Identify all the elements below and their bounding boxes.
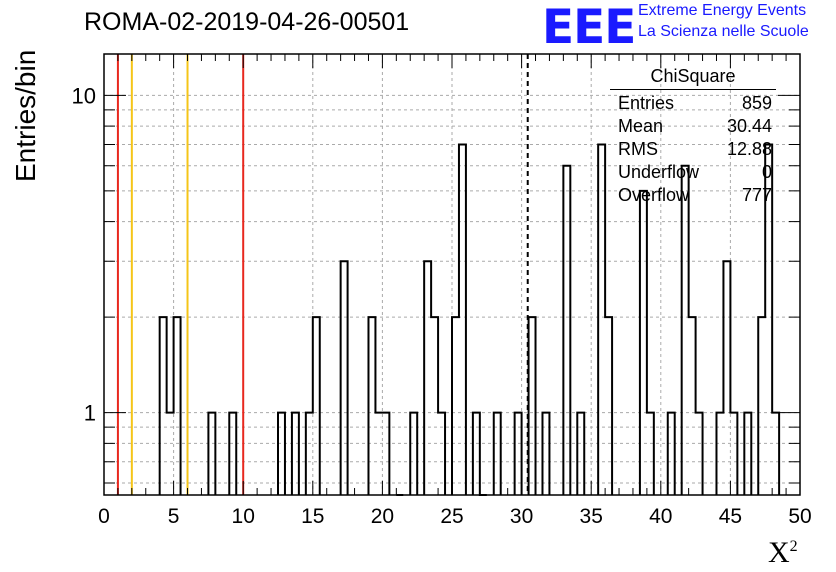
x-tick-label: 10 (232, 505, 255, 528)
stats-label: Mean (618, 116, 664, 136)
x-axis-label-base: X (768, 536, 790, 569)
x-tick-label: 20 (371, 505, 394, 528)
x-tick-label: 0 (98, 505, 110, 528)
stats-value: 777 (741, 185, 772, 205)
stats-row-rms: RMS 12.88 (610, 138, 776, 161)
stats-value: 30.44 (726, 116, 772, 136)
x-tick-label: 45 (719, 505, 742, 528)
x-tick-label: 30 (510, 505, 533, 528)
stats-row-overflow: Overflow 777 (610, 184, 776, 207)
x-tick-label: 50 (788, 505, 811, 528)
logo-text-line1: Extreme Energy Events (638, 2, 807, 19)
y-axis-label: Entries/bin (10, 49, 41, 182)
stats-box: ChiSquare Entries 859 Mean 30.44 RMS 12.… (610, 66, 776, 207)
y-tick-label: 1 (84, 401, 96, 426)
x-axis-label-superscript: 2 (789, 538, 798, 555)
stats-value: 12.88 (726, 139, 772, 159)
stats-label: Underflow (618, 162, 700, 182)
stats-title: ChiSquare (610, 66, 776, 90)
logo-text-line2: La Scienza nelle Scuole (638, 23, 809, 40)
stats-label: RMS (618, 139, 658, 159)
stats-value: 859 (741, 93, 772, 113)
stats-row-underflow: Underflow 0 (610, 161, 776, 184)
stats-label: Overflow (618, 185, 690, 205)
x-tick-label: 5 (168, 505, 180, 528)
x-tick-label: 40 (649, 505, 672, 528)
x-tick-label: 25 (440, 505, 463, 528)
stats-value: 0 (761, 162, 772, 182)
y-tick-label: 10 (72, 83, 96, 108)
stats-row-mean: Mean 30.44 (610, 115, 776, 138)
run-title: ROMA-02-2019-04-26-00501 (84, 8, 410, 36)
x-tick-label: 35 (580, 505, 603, 528)
eee-logo: EEE (542, 0, 636, 55)
x-axis-label: X2 (768, 536, 798, 570)
stats-label: Entries (618, 93, 675, 113)
stats-row-entries: Entries 859 (610, 92, 776, 115)
x-tick-label: 15 (301, 505, 324, 528)
